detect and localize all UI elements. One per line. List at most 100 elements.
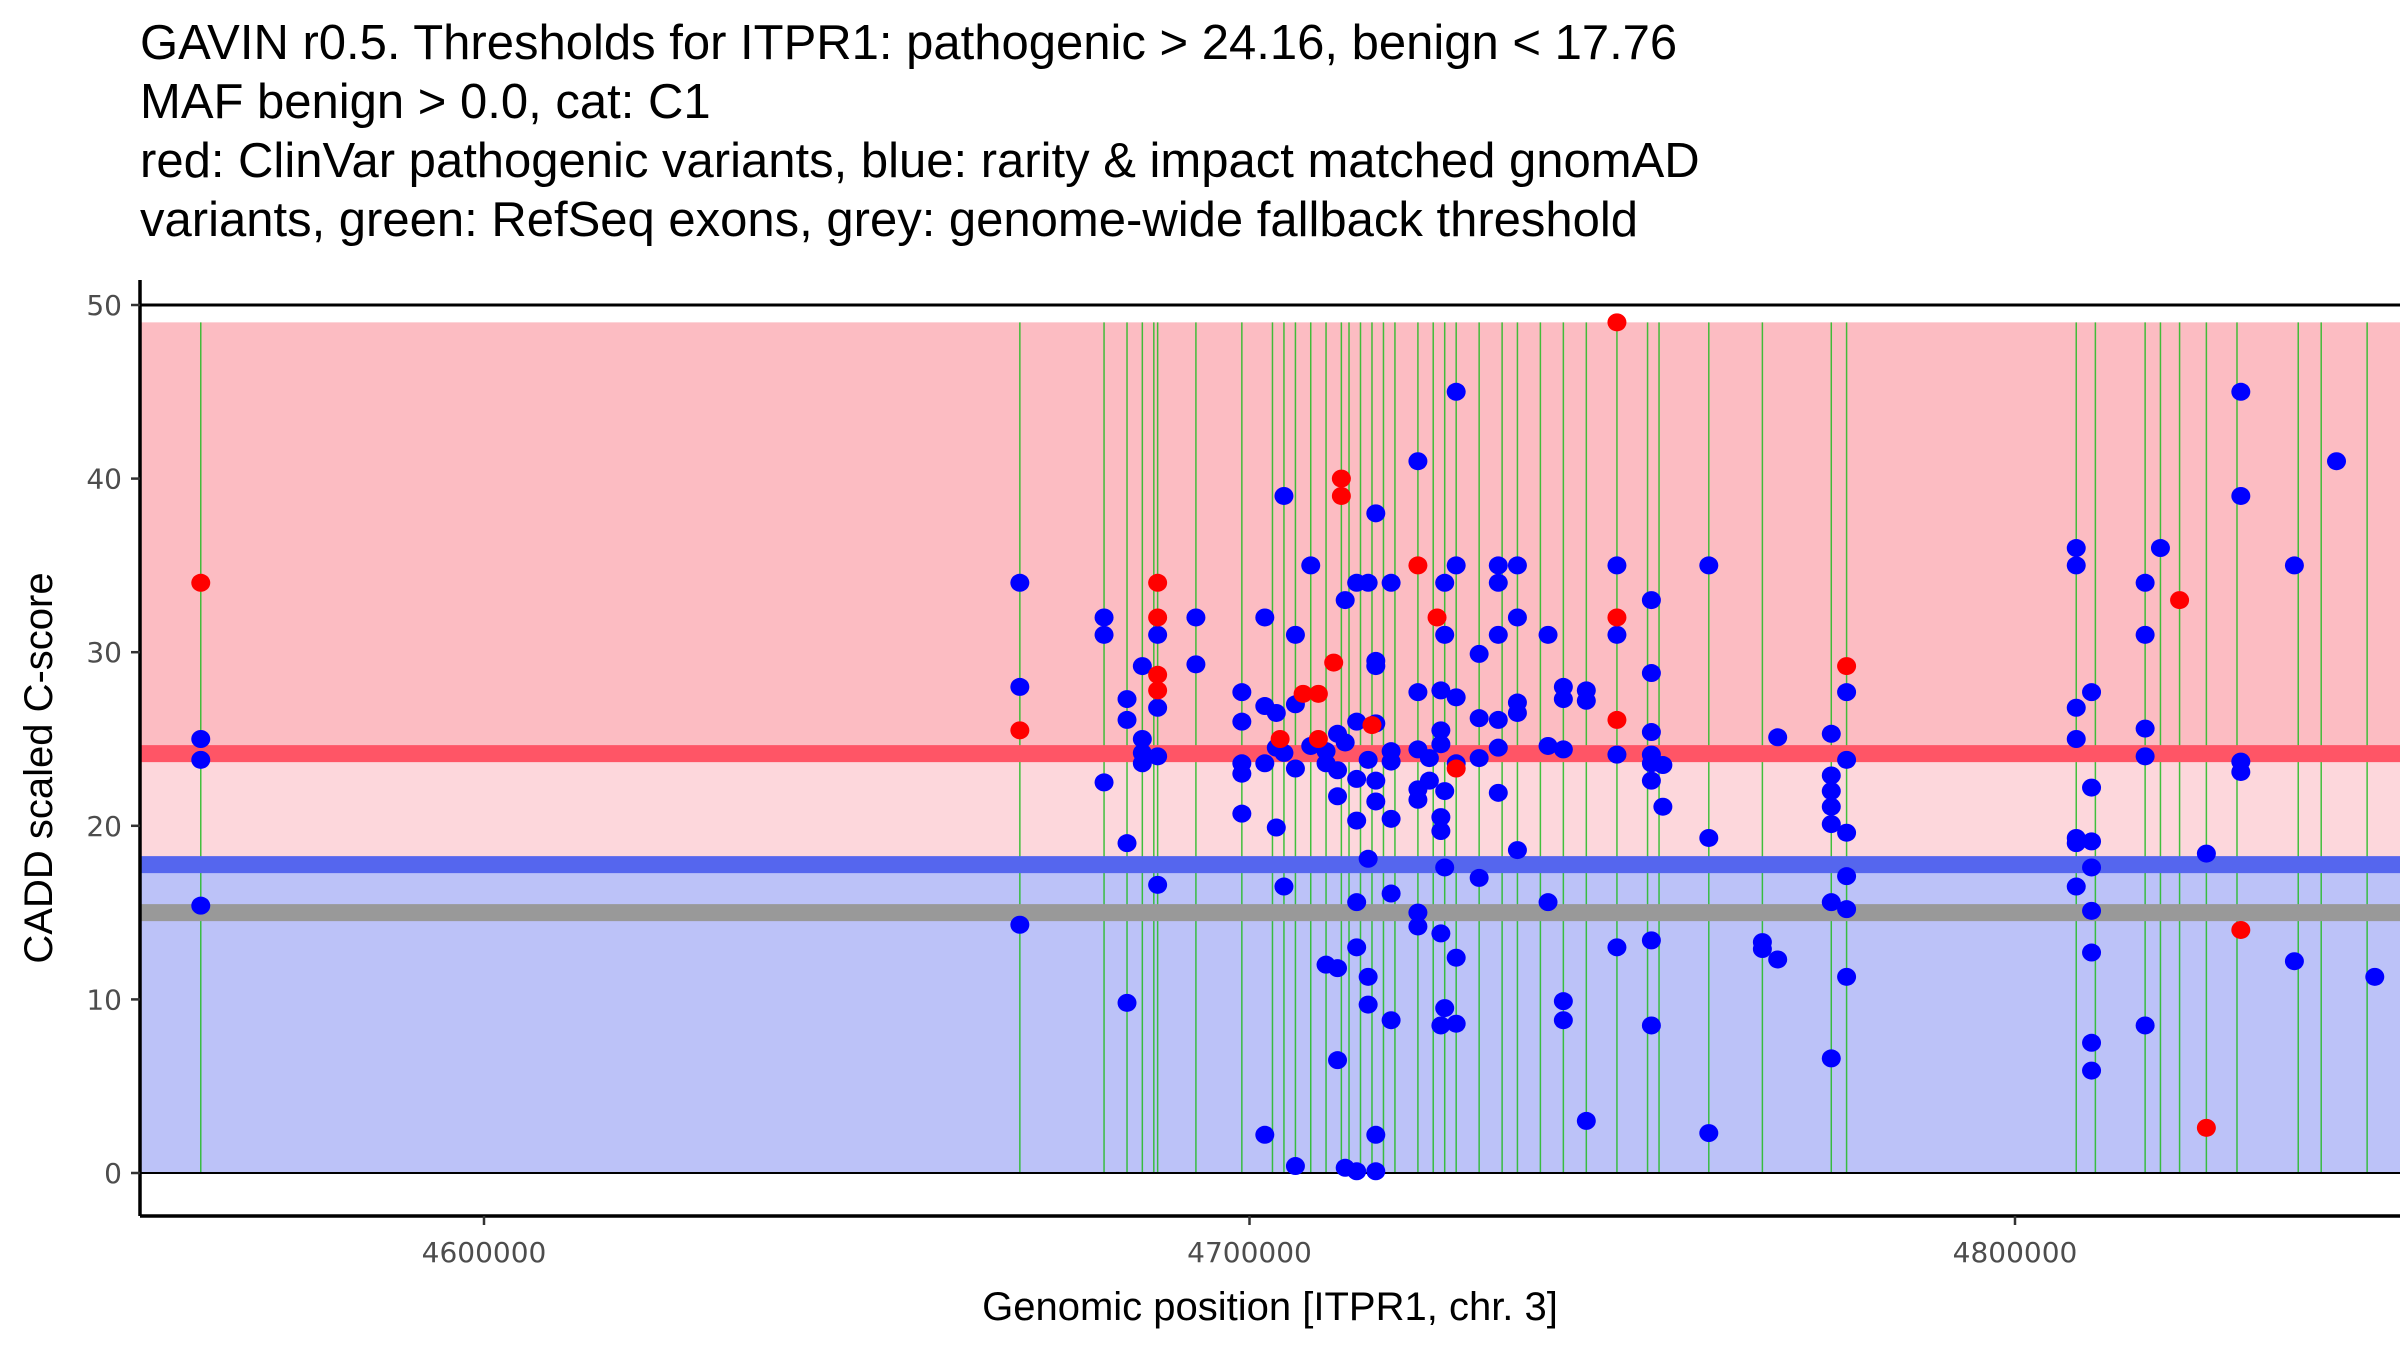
gnomad-point (1837, 967, 1857, 986)
gnomad-point (1381, 809, 1401, 828)
gnomad-point (1837, 683, 1857, 702)
clinvar-point (1148, 573, 1168, 592)
y-tick-label: 10 (86, 983, 122, 1016)
gnomad-point (2135, 719, 2155, 738)
gnomad-point (2231, 762, 2251, 781)
gnomad-point (1469, 868, 1489, 887)
gnomad-point (1431, 681, 1451, 700)
gnomad-point (1699, 828, 1719, 847)
gnomad-point (1837, 823, 1857, 842)
gnomad-point (1010, 677, 1030, 696)
gnomad-point (2082, 943, 2102, 962)
gnomad-point (1837, 750, 1857, 769)
gnomad-point (2284, 952, 2304, 971)
gnomad-point (1419, 771, 1439, 790)
gnomad-point (1381, 752, 1401, 771)
gnomad-point (1699, 1124, 1719, 1143)
gnomad-point (1010, 573, 1030, 592)
clinvar-point (1362, 716, 1382, 735)
gnomad-point (1408, 452, 1428, 471)
gnomad-point (1435, 858, 1455, 877)
gnomad-point (2135, 573, 2155, 592)
gnomad-point (1266, 818, 1286, 837)
data-points (191, 313, 2385, 1181)
gnomad-point (1821, 797, 1841, 816)
gnomad-point (1641, 723, 1661, 742)
gnomad-point (1641, 771, 1661, 790)
gnomad-point (1335, 591, 1355, 610)
gnomad-point (1094, 625, 1114, 644)
gnomad-point (1553, 740, 1573, 759)
gnomad-point (1431, 808, 1451, 827)
gnomad-point (1186, 608, 1206, 627)
gnomad-point (2066, 877, 2086, 896)
gnomad-point (1431, 1016, 1451, 1035)
gnomad-point (1347, 811, 1367, 830)
gnomad-point (1469, 709, 1489, 728)
gnomad-point (2066, 539, 2086, 558)
clinvar-point (1408, 556, 1428, 575)
gnomad-point (1274, 743, 1294, 762)
gnomad-point (1358, 573, 1378, 592)
gnomad-point (1408, 917, 1428, 936)
clinvar-point (1270, 730, 1290, 748)
gnomad-point (1821, 724, 1841, 743)
gnomad-point (1821, 815, 1841, 834)
gnomad-point (191, 750, 211, 769)
x-tick-label: 4800000 (1953, 1236, 2078, 1269)
gnomad-point (1117, 710, 1137, 729)
title-line-3: red: ClinVar pathogenic variants, blue: … (140, 134, 1700, 188)
gnomad-point (1507, 556, 1527, 575)
gnomad-point (2082, 1061, 2102, 1080)
gnomad-point (1255, 608, 1275, 627)
gnomad-point (1117, 690, 1137, 709)
gnomad-point (1285, 1157, 1305, 1176)
gnomad-point (1148, 747, 1168, 766)
clinvar-point (1010, 721, 1030, 740)
gnomad-point (2066, 834, 2086, 853)
gnomad-point (1347, 1162, 1367, 1181)
gnomad-point (2082, 858, 2102, 877)
x-axis-label: Genomic position [ITPR1, chr. 3] (982, 1285, 1558, 1329)
gnomad-point (2082, 901, 2102, 920)
gnomad-point (1335, 733, 1355, 752)
pathogenic-zone (140, 322, 2400, 754)
uncertain-zone (140, 753, 2400, 865)
gnomad-point (1469, 644, 1489, 663)
gnomad-point (1553, 690, 1573, 709)
gnomad-point (1366, 1125, 1386, 1144)
gnomad-point (1641, 931, 1661, 950)
gnomad-point (1266, 703, 1286, 722)
clinvar-point (1331, 486, 1351, 505)
clinvar-point (1331, 469, 1351, 488)
gnomad-point (1366, 504, 1386, 523)
gnomad-point (2284, 556, 2304, 575)
gnomad-point (1255, 754, 1275, 773)
gnomad-point (1381, 573, 1401, 592)
gnomad-point (1347, 938, 1367, 957)
gnomad-point (1488, 573, 1508, 592)
gnomad-point (2082, 832, 2102, 851)
gnomad-point (1148, 625, 1168, 644)
gnomad-point (1366, 657, 1386, 676)
gnomad-point (1132, 730, 1152, 748)
gnomad-point (2135, 747, 2155, 766)
y-tick-label: 0 (104, 1157, 122, 1190)
gnomad-point (1553, 1011, 1573, 1030)
gnomad-point (1699, 556, 1719, 575)
gnomad-point (1094, 608, 1114, 627)
clinvar-point (1308, 730, 1328, 748)
gnomad-point (1653, 797, 1673, 816)
clinvar-point (1148, 665, 1168, 684)
gnomad-point (1821, 893, 1841, 912)
gnomad-point (1358, 750, 1378, 769)
clinvar-point (1837, 657, 1857, 676)
gnomad-point (1347, 712, 1367, 731)
gnomad-point (1507, 703, 1527, 722)
gnomad-point (1419, 749, 1439, 768)
gnomad-point (1553, 992, 1573, 1011)
gnomad-point (1094, 773, 1114, 792)
gnomad-point (1132, 754, 1152, 773)
gnomad-point (1408, 683, 1428, 702)
gnomad-point (1488, 625, 1508, 644)
